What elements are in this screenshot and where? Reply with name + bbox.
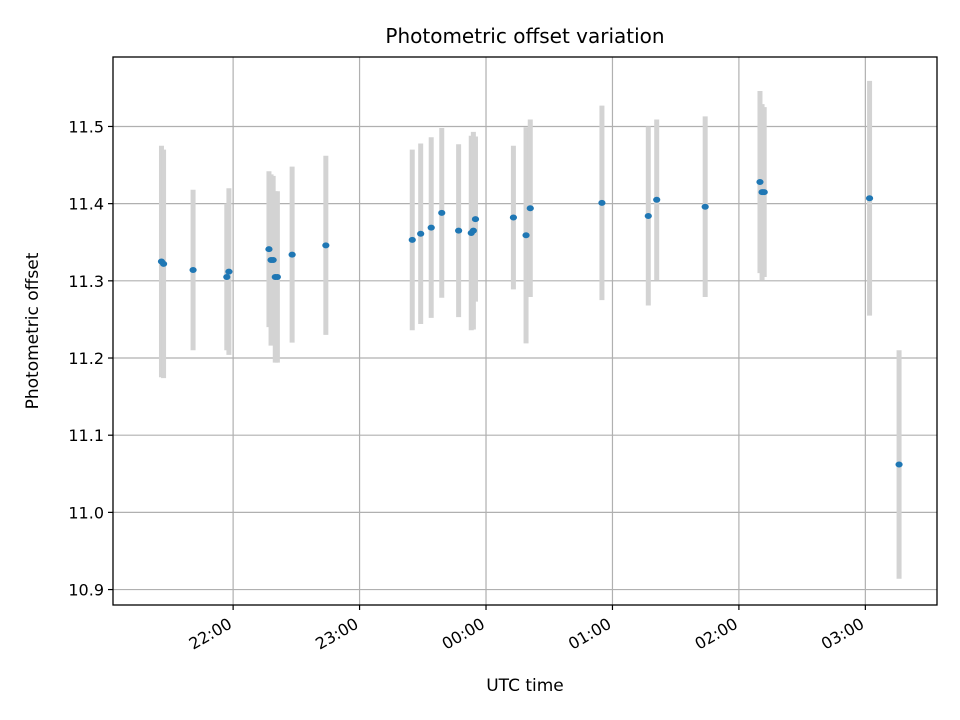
y-tick-label: 11.2 — [68, 349, 104, 368]
data-point — [598, 199, 606, 206]
data-point — [895, 461, 903, 468]
y-tick-label: 11.1 — [68, 426, 104, 445]
data-point — [522, 232, 530, 239]
data-point — [159, 260, 168, 267]
data-point — [701, 203, 709, 210]
x-tick-label: 02:00 — [691, 614, 740, 654]
x-tick-label: 03:00 — [818, 614, 867, 654]
y-tick-label: 11.4 — [68, 195, 104, 214]
y-axis-title: Photometric offset — [23, 252, 43, 409]
data-point — [756, 179, 764, 186]
data-point — [223, 273, 231, 280]
chart-title: Photometric offset variation — [385, 24, 664, 48]
data-point — [408, 236, 416, 243]
data-point — [469, 227, 477, 234]
x-tick-label: 22:00 — [186, 614, 235, 654]
data-point — [269, 256, 277, 263]
x-axis-title: UTC time — [486, 676, 564, 696]
y-tick-label: 11.3 — [68, 272, 104, 291]
data-point — [526, 205, 534, 212]
data-point — [455, 227, 463, 234]
x-tick-label: 00:00 — [439, 614, 488, 654]
data-point — [438, 209, 446, 216]
data-point — [653, 196, 661, 203]
data-point — [273, 273, 281, 280]
x-tick-label: 01:00 — [565, 614, 614, 654]
data-point — [865, 195, 874, 202]
y-tick-label: 11.0 — [68, 503, 104, 522]
data-point — [471, 216, 480, 223]
data-point — [189, 267, 197, 274]
data-point — [265, 246, 273, 253]
y-tick-label: 10.9 — [68, 581, 104, 600]
data-point — [322, 242, 330, 249]
data-point — [225, 268, 233, 275]
data-point — [760, 189, 768, 196]
data-point — [509, 214, 518, 221]
data-point — [427, 224, 435, 231]
y-tick-label: 11.5 — [68, 117, 104, 136]
data-point — [417, 230, 425, 237]
data-point — [288, 251, 296, 258]
errorbar-layer — [158, 80, 902, 579]
point-layer — [157, 179, 903, 468]
x-tick-label: 23:00 — [312, 614, 361, 654]
tick-layer: 10.9 11.0 11.1 11.2 11.3 11.4 11.5 22:00 23:00 00… — [68, 117, 867, 653]
data-point — [644, 212, 652, 219]
plot-frame — [112, 56, 938, 606]
